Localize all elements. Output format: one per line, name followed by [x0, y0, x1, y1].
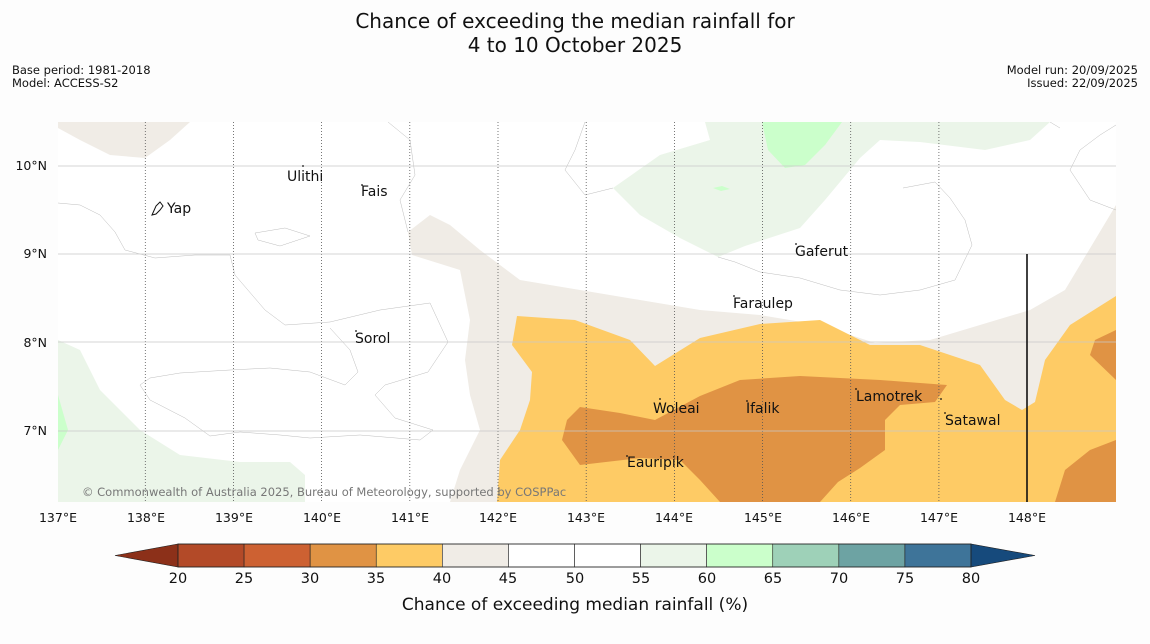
colorbar-segment — [772, 543, 840, 568]
colorbar-title: Chance of exceeding median rainfall (%) — [402, 595, 748, 615]
lat-label: 7°N — [23, 423, 47, 438]
place-label-sorol: Sorol — [355, 331, 390, 347]
colorbar-tick: 55 — [632, 571, 650, 587]
place-label-eauripik: Eauripik — [627, 455, 685, 471]
colorbar-segment — [243, 543, 311, 568]
lat-label: 9°N — [23, 246, 47, 261]
band-60-65-west-edge — [58, 395, 68, 450]
place-label-ulithi: Ulithi — [287, 169, 323, 185]
meta-left: Base period: 1981-2018 Model: ACCESS-S2 — [12, 64, 151, 90]
band-60-65-north — [762, 122, 842, 168]
band-40-45-top-left — [58, 122, 190, 158]
chart-title: Chance of exceeding the median rainfall … — [0, 9, 1150, 57]
title-line-1: Chance of exceeding the median rainfall … — [355, 9, 795, 33]
copyright-credit: © Commonwealth of Australia 2025, Bureau… — [82, 485, 566, 499]
colorbar-segments — [177, 543, 972, 568]
colorbar-tick: 20 — [169, 571, 187, 587]
colorbar-tick-labels: 20 25 30 35 40 45 50 55 60 65 70 75 80 — [169, 571, 980, 587]
colorbar-tick: 80 — [962, 571, 980, 587]
lat-label: 8°N — [23, 335, 47, 350]
lon-label: 144°E — [655, 510, 693, 525]
lon-label: 142°E — [479, 510, 517, 525]
band-55-60-southwest — [58, 340, 305, 502]
colorbar-tick: 45 — [499, 571, 517, 587]
colorbar-segment — [309, 543, 377, 568]
place-label-yap: Yap — [166, 201, 191, 217]
lon-label: 139°E — [215, 510, 253, 525]
place-label-woleai: Woleai — [653, 401, 700, 417]
colorbar-tick: 65 — [764, 571, 782, 587]
yap-island-icon — [151, 201, 164, 216]
place-label-ifalik: Ifalik — [746, 401, 780, 417]
colorbar-tick: 30 — [301, 571, 319, 587]
colorbar-segment — [177, 543, 245, 568]
place-label-lamotrek: Lamotrek — [856, 389, 923, 405]
band-60-65-blob — [713, 186, 730, 191]
colorbar-tick: 50 — [566, 571, 584, 587]
band-55-60-north — [613, 122, 1050, 257]
meta-right: Model run: 20/09/2025 Issued: 22/09/2025 — [1007, 64, 1138, 90]
graticule-latitudes — [58, 165, 1116, 432]
contour-lines — [58, 122, 1116, 441]
lon-label: 145°E — [744, 510, 782, 525]
lat-label: 10°N — [15, 158, 47, 173]
graticule-longitudes — [144, 122, 940, 502]
colorbar-extend-high — [970, 543, 1036, 568]
colorbar-tick: 60 — [698, 571, 716, 587]
place-label-gaferut: Gaferut — [795, 244, 849, 260]
colorbar-segment — [838, 543, 906, 568]
issued-date: Issued: 22/09/2025 — [1027, 76, 1138, 90]
place-label-satawal: Satawal — [945, 413, 1000, 429]
colorbar-segment — [904, 543, 972, 568]
colorbar-segment — [442, 543, 509, 568]
lon-label: 147°E — [920, 510, 958, 525]
colorbar-tick: 35 — [367, 571, 385, 587]
lon-label: 140°E — [303, 510, 341, 525]
colorbar-segment — [375, 543, 443, 568]
colorbar-segment — [508, 543, 575, 568]
place-label-fais: Fais — [361, 184, 388, 200]
base-period: Base period: 1981-2018 — [12, 63, 151, 77]
lon-label: 148°E — [1008, 510, 1046, 525]
colorbar-segment — [640, 543, 707, 568]
colorbar-segment — [706, 543, 774, 568]
lon-label: 138°E — [127, 510, 165, 525]
colorbar-tick: 75 — [896, 571, 914, 587]
longitude-labels: 137°E 138°E 139°E 140°E 141°E 142°E 143°… — [39, 510, 1046, 525]
map-area: Ulithi Fais Yap Gaferut Faraulep Sorol L… — [58, 122, 1116, 502]
lon-label: 143°E — [567, 510, 605, 525]
colorbar: 20 25 30 35 40 45 50 55 60 65 70 75 80 C… — [114, 543, 1036, 615]
island-markers — [302, 165, 946, 457]
title-line-2: 4 to 10 October 2025 — [467, 33, 683, 57]
band-30-35-southeast — [1055, 440, 1116, 502]
model-run: Model run: 20/09/2025 — [1006, 63, 1138, 77]
band-30-35-east — [1090, 330, 1116, 380]
colorbar-tick: 25 — [235, 571, 253, 587]
colorbar-tick: 70 — [830, 571, 848, 587]
colorbar-tick: 40 — [433, 571, 451, 587]
lon-label: 146°E — [832, 510, 870, 525]
colorbar-segment — [574, 543, 641, 568]
lon-label: 137°E — [39, 510, 77, 525]
model-name: Model: ACCESS-S2 — [12, 76, 119, 90]
colorbar-frame — [177, 543, 972, 568]
latitude-labels: 10°N 9°N 8°N 7°N — [15, 158, 47, 438]
place-label-faraulep: Faraulep — [733, 296, 793, 312]
colorbar-extend-low — [114, 543, 179, 568]
lon-label: 141°E — [391, 510, 429, 525]
